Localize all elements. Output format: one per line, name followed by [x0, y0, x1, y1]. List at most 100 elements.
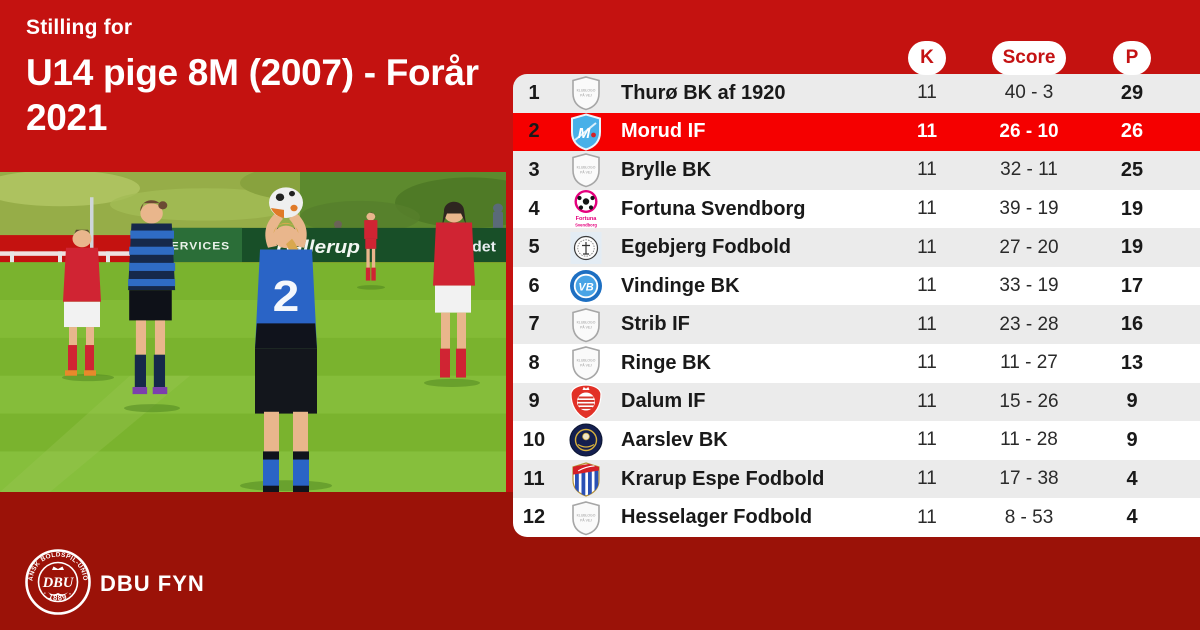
header-pill-k: K [908, 41, 946, 75]
svg-text:PÅ VEJ: PÅ VEJ [580, 170, 592, 175]
table-row: 5 Egebjerg Fodbold 11 27 - 20 19 [513, 228, 1200, 267]
matches-played: 11 [917, 82, 937, 104]
matches-played: 11 [917, 236, 937, 258]
seal-wings [48, 592, 68, 596]
placeholder-shield-icon: KLUBLOGO PÅ VEJ [572, 346, 600, 381]
dbu-seal-logo: DANSK BOLDSPIL-UNION · 1889 · DBU [24, 548, 91, 615]
club-logo: KLUBLOGO PÅ VEJ [555, 345, 617, 381]
matches-played: 11 [917, 429, 937, 451]
svg-text:KLUBLOGO: KLUBLOGO [577, 513, 596, 517]
goal-score: 17 - 38 [999, 468, 1059, 490]
standings-table: 1 KLUBLOGO PÅ VEJ Thurø BK af 1920 11 40 -… [513, 74, 1200, 537]
svg-text:PÅ VEJ: PÅ VEJ [580, 363, 592, 368]
matches-played: 11 [917, 313, 937, 335]
svg-text:KLUBLOGO: KLUBLOGO [577, 359, 596, 363]
club-logo: KLUBLOGO PÅ VEJ [555, 500, 617, 536]
club-name: Strib IF [621, 313, 690, 336]
goal-score: 11 - 27 [1000, 352, 1058, 374]
matches-played: 11 [917, 468, 937, 490]
club-logo [555, 384, 617, 420]
seal-center-text: DBU [42, 575, 75, 591]
placeholder-shield-icon: KLUBLOGO PÅ VEJ [572, 153, 600, 188]
header: Stilling for U14 pige 8M (2007) - Forår … [26, 16, 518, 140]
svg-text:PÅ VEJ: PÅ VEJ [580, 324, 592, 329]
jersey-number: 2 [273, 272, 300, 320]
club-name: Morud IF [621, 120, 706, 143]
goal-score: 23 - 28 [999, 313, 1059, 335]
club-logo: M [555, 113, 617, 151]
club-name: Thurø BK af 1920 [621, 81, 786, 104]
points: 29 [1120, 81, 1144, 104]
club-name: Vindinge BK [621, 274, 740, 297]
matches-played: 11 [916, 120, 938, 142]
club-logo: KLUBLOGO PÅ VEJ [555, 75, 617, 111]
rank: 8 [528, 351, 540, 374]
club-name: Hesselager Fodbold [621, 506, 813, 529]
goal-score: 8 - 53 [1004, 506, 1054, 528]
table-row: 12 KLUBLOGO PÅ VEJ Hesselager Fodbold 11 8… [513, 498, 1200, 537]
club-logo [555, 461, 617, 497]
points: 17 [1120, 274, 1144, 297]
table-row: 10 Aarslev BK 11 11 - 28 9 [513, 421, 1200, 460]
svg-text:· 1889 ·: · 1889 · [41, 589, 74, 603]
points: 9 [1126, 390, 1138, 413]
rank: 12 [522, 506, 546, 529]
rank: 6 [528, 274, 540, 297]
points: 4 [1126, 506, 1138, 529]
match-photo: SERVICES Ballerup det [0, 172, 506, 492]
fortuna-svendborg-logo-icon: Fortuna Svendborg [574, 190, 598, 228]
header-pill-p: P [1113, 41, 1151, 75]
club-logo [555, 423, 617, 457]
vindinge-bk-logo-icon: VB [570, 270, 602, 303]
club-logo: Fortuna Svendborg [555, 189, 617, 229]
table-header-pills: K Score P [513, 41, 1200, 75]
matches-played: 11 [917, 198, 937, 220]
player-striped [128, 200, 176, 395]
table-row: 2 M Morud IF 11 26 - 10 26 [513, 112, 1200, 152]
goal-score: 15 - 26 [999, 390, 1059, 412]
ad-text-3: det [472, 239, 496, 255]
goal-score: 32 - 11 [1000, 159, 1058, 181]
header-pill-score: Score [991, 41, 1067, 75]
rank: 9 [528, 390, 540, 413]
club-name: Egebjerg Fodbold [621, 236, 791, 259]
svg-text:VB: VB [578, 282, 593, 294]
club-name: Fortuna Svendborg [621, 197, 806, 220]
player-distant-red [364, 212, 378, 281]
eyebrow-label: Stilling for [26, 16, 133, 39]
points: 16 [1120, 313, 1144, 336]
goal-score: 26 - 10 [999, 120, 1059, 142]
svg-text:Fortuna: Fortuna [576, 216, 598, 222]
dalum-if-logo-icon [570, 384, 602, 420]
club-name: Brylle BK [621, 158, 712, 181]
table-row: 6 VB Vindinge BK 11 33 - 19 17 [513, 266, 1200, 306]
goal-score: 11 - 28 [1000, 429, 1058, 451]
rank: 3 [528, 158, 540, 181]
player-right-red [433, 201, 475, 378]
placeholder-shield-icon: KLUBLOGO PÅ VEJ [572, 307, 600, 343]
club-name: Dalum IF [621, 390, 706, 413]
svg-text:Svendborg: Svendborg [575, 223, 597, 228]
points: 13 [1120, 351, 1144, 374]
matches-played: 11 [917, 390, 937, 412]
points: 4 [1126, 467, 1138, 490]
match-photo-illustration: SERVICES Ballerup det [0, 172, 506, 492]
club-logo [555, 231, 617, 265]
player-center-throwin: 2 [255, 187, 317, 492]
svg-text:PÅ VEJ: PÅ VEJ [580, 93, 592, 98]
rank: 2 [528, 120, 540, 143]
rank: 11 [523, 467, 545, 490]
table-row: 11 Krarup Espe Fodbold 11 17 - 38 4 [513, 459, 1200, 499]
svg-text:M: M [578, 125, 591, 142]
svg-text:PÅ VEJ: PÅ VEJ [580, 517, 592, 522]
goal-score: 27 - 20 [999, 236, 1059, 258]
points: 25 [1120, 158, 1144, 181]
seal-year: · 1889 · [41, 589, 73, 603]
placeholder-shield-icon: KLUBLOGO PÅ VEJ [572, 76, 600, 111]
svg-text:KLUBLOGO: KLUBLOGO [577, 320, 596, 324]
points: 26 [1120, 120, 1144, 143]
points: 9 [1126, 428, 1138, 451]
club-logo: KLUBLOGO PÅ VEJ [555, 152, 617, 188]
matches-played: 11 [917, 159, 937, 181]
player-left-red [63, 229, 101, 376]
